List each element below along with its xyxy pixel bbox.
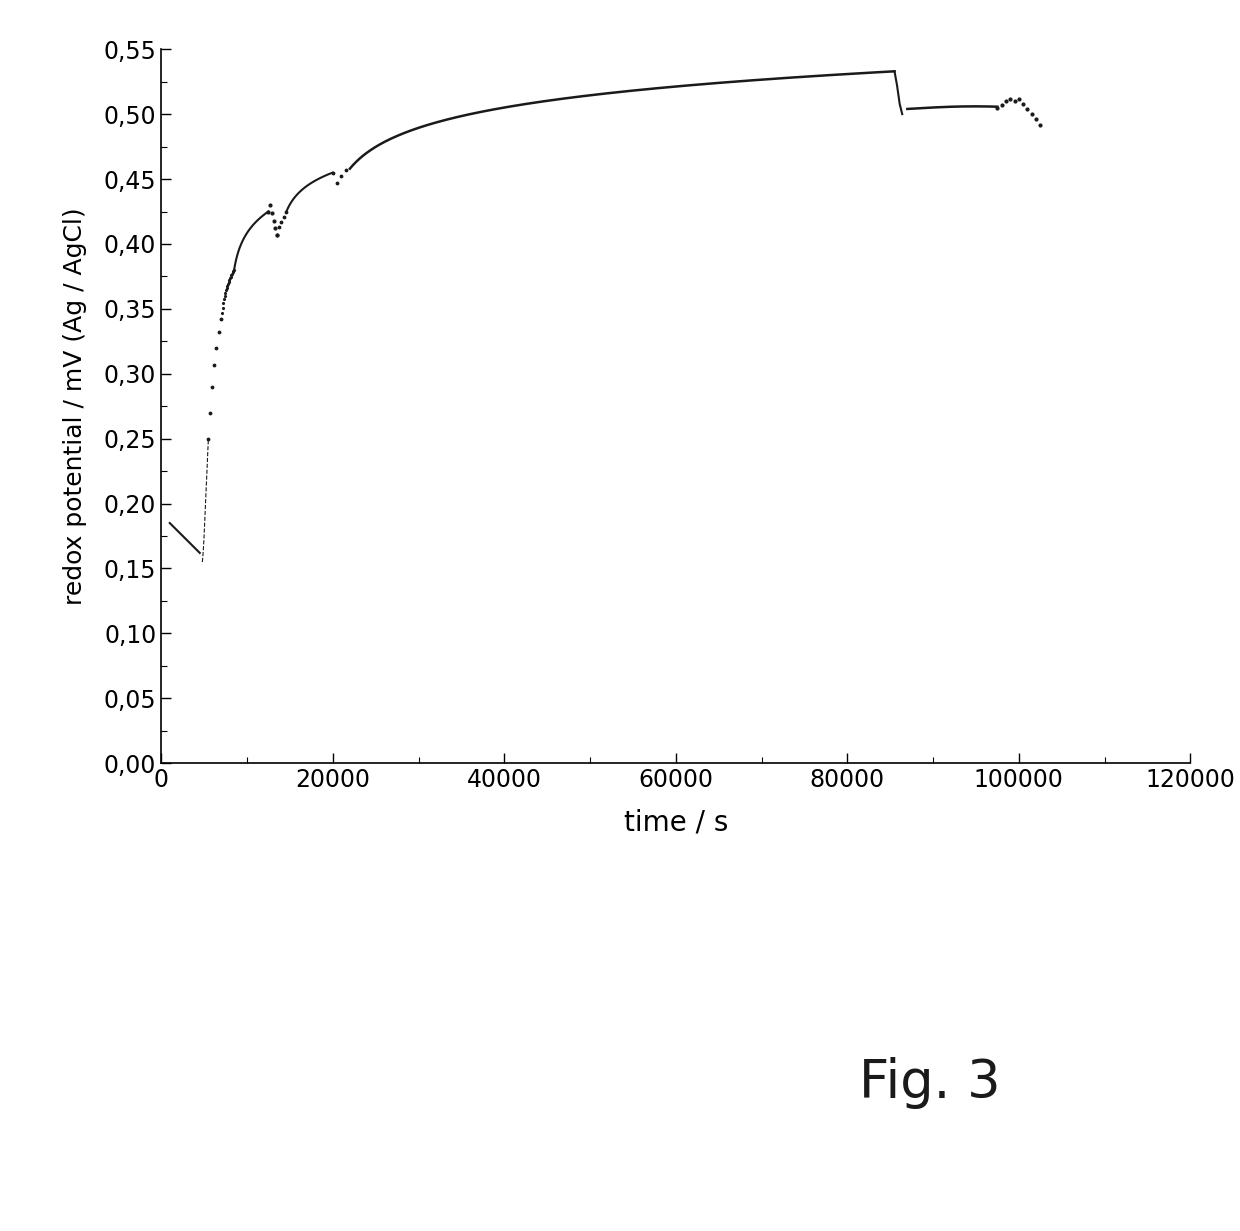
X-axis label: time / s: time / s [624, 809, 728, 837]
Y-axis label: redox potential / mV (Ag / AgCl): redox potential / mV (Ag / AgCl) [63, 207, 87, 606]
Text: Fig. 3: Fig. 3 [859, 1057, 1001, 1109]
